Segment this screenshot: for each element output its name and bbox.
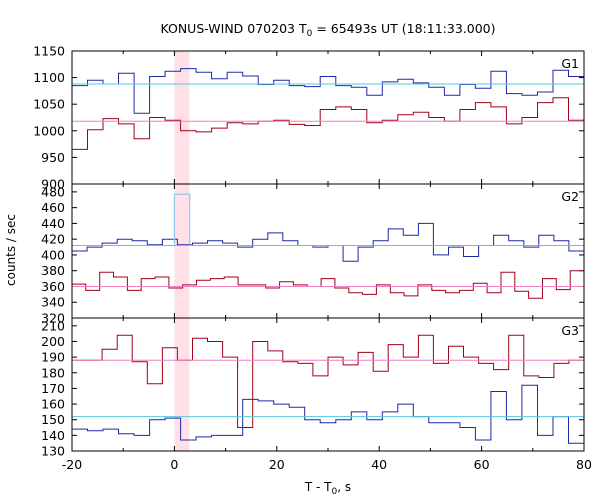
highlight-band bbox=[174, 51, 190, 451]
series-blue-step-line bbox=[72, 222, 584, 262]
y-tick-label: 380 bbox=[41, 263, 65, 278]
y-tick-label: 460 bbox=[41, 200, 65, 215]
x-tick-label: 0 bbox=[170, 457, 178, 472]
x-tick-label: 80 bbox=[576, 457, 592, 472]
y-tick-label: 1050 bbox=[33, 97, 65, 112]
y-tick-label: 160 bbox=[41, 397, 65, 412]
x-axis-label: T - T0, s bbox=[304, 480, 351, 497]
series-red-step-line bbox=[72, 334, 584, 428]
x-tick-label: 40 bbox=[371, 457, 387, 472]
panel-g1: 900 950 1000 1050 1100 1150 G1 bbox=[33, 44, 585, 192]
y-axis-label: counts / sec bbox=[4, 214, 18, 286]
y-tick-label: 140 bbox=[41, 428, 65, 443]
panel-frame bbox=[71, 50, 585, 185]
y-tick-label: 1100 bbox=[33, 70, 65, 85]
x-tick-label: -20 bbox=[62, 457, 82, 472]
series-red-step-line bbox=[72, 270, 584, 299]
series-blue-step-line bbox=[72, 384, 584, 444]
y-tick-label: 170 bbox=[41, 381, 65, 396]
panel-label: G1 bbox=[561, 56, 579, 71]
chart-title: KONUS-WIND 070203 T0 = 65493s UT (18:11:… bbox=[160, 21, 495, 39]
panel-label: G2 bbox=[561, 189, 579, 204]
y-tick-label: 190 bbox=[41, 350, 65, 365]
y-tick-label: 200 bbox=[41, 334, 65, 349]
y-tick-label: 130 bbox=[41, 444, 65, 459]
y-tick-label: 180 bbox=[41, 365, 65, 380]
y-tick-label: 340 bbox=[41, 295, 65, 310]
y-tick-label: 360 bbox=[41, 279, 65, 294]
y-tick-label: 320 bbox=[41, 311, 65, 326]
panel-frame bbox=[71, 183, 585, 319]
y-tick-label: 210 bbox=[41, 318, 65, 333]
y-tick-label: 480 bbox=[41, 184, 65, 199]
series-blue-step-line bbox=[72, 68, 584, 114]
series-red-step-line bbox=[72, 97, 584, 150]
y-tick-label: 1000 bbox=[33, 123, 65, 138]
panel-label: G3 bbox=[561, 323, 579, 338]
burst-spike bbox=[173, 193, 191, 245]
y-tick-label: 420 bbox=[41, 232, 65, 247]
y-tick-label: 400 bbox=[41, 247, 65, 262]
x-tick-label: 60 bbox=[474, 457, 490, 472]
y-tick-label: 1150 bbox=[33, 44, 65, 59]
y-tick-label: 950 bbox=[41, 150, 65, 165]
y-tick-label: 440 bbox=[41, 216, 65, 231]
y-tick-label: 900 bbox=[41, 177, 65, 192]
y-tick-label: 150 bbox=[41, 412, 65, 427]
x-tick-label: 20 bbox=[269, 457, 285, 472]
panel-frame bbox=[71, 317, 585, 452]
